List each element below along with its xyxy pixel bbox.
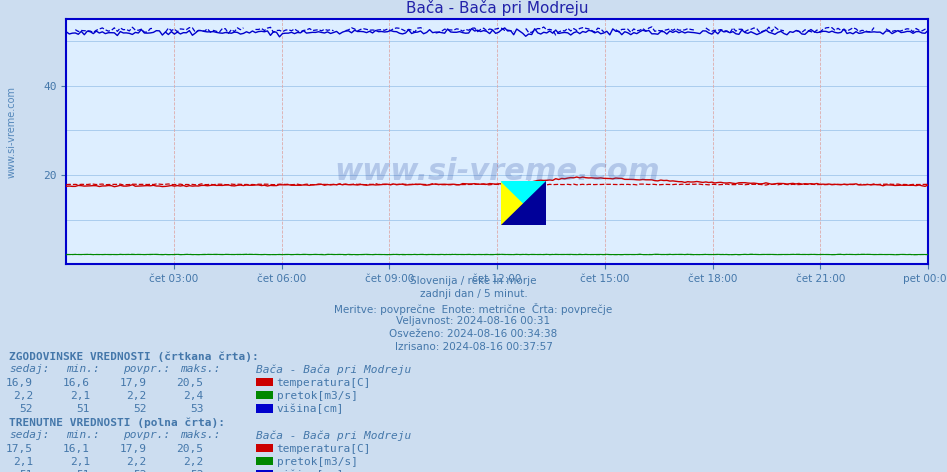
Text: Slovenija / reke in morje: Slovenija / reke in morje: [410, 276, 537, 286]
Text: 16,9: 16,9: [6, 378, 33, 388]
Text: 51: 51: [77, 404, 90, 414]
Text: maks.:: maks.:: [180, 364, 221, 374]
Text: 52: 52: [20, 404, 33, 414]
Text: 2,1: 2,1: [70, 457, 90, 467]
Text: ZGODOVINSKE VREDNOSTI (črtkana črta):: ZGODOVINSKE VREDNOSTI (črtkana črta):: [9, 352, 259, 362]
Text: 17,9: 17,9: [119, 444, 147, 454]
Text: 52: 52: [134, 470, 147, 472]
Text: 52: 52: [134, 404, 147, 414]
Text: Bača - Bača pri Modreju: Bača - Bača pri Modreju: [256, 430, 411, 441]
Text: 2,2: 2,2: [127, 457, 147, 467]
Text: povpr.:: povpr.:: [123, 430, 170, 440]
Text: www.si-vreme.com: www.si-vreme.com: [334, 157, 660, 185]
Title: Bača - Bača pri Modreju: Bača - Bača pri Modreju: [406, 0, 588, 17]
Text: višina[cm]: višina[cm]: [277, 470, 344, 472]
Text: min.:: min.:: [66, 364, 100, 374]
Text: Osveženo: 2024-08-16 00:34:38: Osveženo: 2024-08-16 00:34:38: [389, 329, 558, 339]
Text: sedaj:: sedaj:: [9, 364, 50, 374]
Text: povpr.:: povpr.:: [123, 364, 170, 374]
Text: 17,5: 17,5: [6, 444, 33, 454]
Text: sedaj:: sedaj:: [9, 430, 50, 440]
Text: 2,2: 2,2: [13, 391, 33, 401]
Text: Izrisano: 2024-08-16 00:37:57: Izrisano: 2024-08-16 00:37:57: [395, 342, 552, 352]
Text: temperatura[C]: temperatura[C]: [277, 378, 371, 388]
Text: Veljavnost: 2024-08-16 00:31: Veljavnost: 2024-08-16 00:31: [397, 316, 550, 326]
Text: 16,6: 16,6: [63, 378, 90, 388]
Text: 2,4: 2,4: [184, 391, 204, 401]
Text: 2,2: 2,2: [127, 391, 147, 401]
Text: 52: 52: [190, 470, 204, 472]
Text: temperatura[C]: temperatura[C]: [277, 444, 371, 454]
Text: 20,5: 20,5: [176, 378, 204, 388]
Text: 20,5: 20,5: [176, 444, 204, 454]
Text: pretok[m3/s]: pretok[m3/s]: [277, 457, 358, 467]
Text: zadnji dan / 5 minut.: zadnji dan / 5 minut.: [420, 289, 527, 299]
Text: 2,1: 2,1: [13, 457, 33, 467]
Text: Bača - Bača pri Modreju: Bača - Bača pri Modreju: [256, 364, 411, 375]
Text: 53: 53: [190, 404, 204, 414]
Text: TRENUTNE VREDNOSTI (polna črta):: TRENUTNE VREDNOSTI (polna črta):: [9, 417, 225, 428]
Text: 51: 51: [77, 470, 90, 472]
Text: 2,1: 2,1: [70, 391, 90, 401]
Text: Meritve: povprečne  Enote: metrične  Črta: povprečje: Meritve: povprečne Enote: metrične Črta:…: [334, 303, 613, 314]
Text: maks.:: maks.:: [180, 430, 221, 440]
Polygon shape: [502, 181, 546, 225]
Text: 51: 51: [20, 470, 33, 472]
Text: min.:: min.:: [66, 430, 100, 440]
Text: pretok[m3/s]: pretok[m3/s]: [277, 391, 358, 401]
Text: 16,1: 16,1: [63, 444, 90, 454]
Text: višina[cm]: višina[cm]: [277, 404, 344, 414]
Polygon shape: [502, 181, 546, 225]
Text: 17,9: 17,9: [119, 378, 147, 388]
Text: 2,2: 2,2: [184, 457, 204, 467]
Polygon shape: [502, 181, 546, 225]
Text: www.si-vreme.com: www.si-vreme.com: [7, 86, 16, 178]
